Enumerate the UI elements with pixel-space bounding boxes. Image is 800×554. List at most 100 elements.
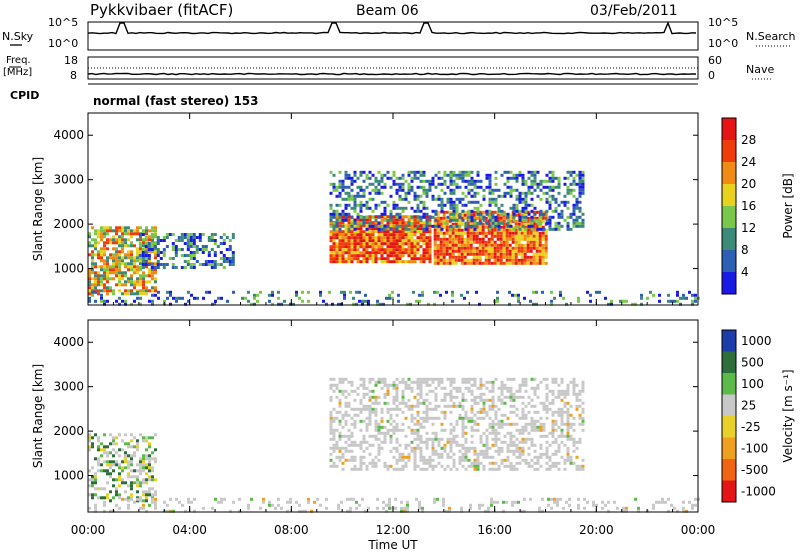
heatmap-cell xyxy=(159,251,163,254)
heatmap-cell xyxy=(506,416,510,420)
heatmap-cell xyxy=(421,290,424,294)
heatmap-cell xyxy=(512,173,516,177)
heatmap-cell xyxy=(494,170,498,174)
heatmap-cell xyxy=(118,472,121,476)
heatmap-cell xyxy=(250,302,253,306)
heatmap-cell xyxy=(460,222,464,226)
heatmap-cell xyxy=(479,437,483,441)
heatmap-cell xyxy=(460,506,463,510)
heatmap-cell xyxy=(88,283,91,287)
heatmap-cell xyxy=(494,215,498,219)
heatmap-cell xyxy=(464,194,468,198)
heatmap-cell xyxy=(407,224,411,228)
heatmap-cell xyxy=(413,224,417,228)
heatmap-cell xyxy=(401,182,405,186)
heatmap-cell xyxy=(151,229,154,233)
heatmap-cell xyxy=(380,239,384,243)
heatmap-cell xyxy=(521,401,525,405)
heatmap-cell xyxy=(253,293,256,297)
heatmap-cell xyxy=(502,237,506,241)
heatmap-cell xyxy=(335,185,339,189)
heatmap-cell xyxy=(371,257,375,261)
heatmap-cell xyxy=(271,290,274,294)
heatmap-cell xyxy=(481,213,485,217)
heatmap-cell xyxy=(371,215,375,219)
colorbar-segment xyxy=(722,250,736,273)
heatmap-cell xyxy=(115,268,118,272)
heatmap-cell xyxy=(469,246,473,250)
heatmap-cell xyxy=(488,227,492,231)
heatmap-cell xyxy=(91,283,94,287)
heatmap-cell xyxy=(470,428,474,432)
heatmap-cell xyxy=(526,237,530,241)
heatmap-cell xyxy=(433,261,437,265)
heatmap-cell xyxy=(380,407,384,411)
heatmap-cell xyxy=(439,258,443,262)
heatmap-cell xyxy=(532,261,536,265)
heatmap-cell xyxy=(109,472,112,476)
heatmap-cell xyxy=(449,224,453,228)
heatmap-cell xyxy=(184,302,187,306)
heatmap-cell xyxy=(673,506,676,510)
heatmap-cell xyxy=(428,455,432,459)
heatmap-cell xyxy=(487,509,490,513)
heatmap-cell xyxy=(156,242,160,245)
heatmap-cell xyxy=(454,213,458,217)
heatmap-cell xyxy=(359,245,363,249)
heatmap-cell xyxy=(446,464,450,468)
heatmap-cell xyxy=(335,410,339,414)
heatmap-cell xyxy=(133,232,136,236)
heatmap-cell xyxy=(386,242,390,246)
heatmap-cell xyxy=(502,228,506,232)
heatmap-cell xyxy=(419,218,423,222)
heatmap-cell xyxy=(380,380,384,384)
heatmap-cell xyxy=(335,248,339,252)
heatmap-cell xyxy=(419,467,423,471)
heatmap-cell xyxy=(106,232,109,236)
heatmap-cell xyxy=(195,251,199,254)
heatmap-cell xyxy=(500,398,504,402)
heatmap-cell xyxy=(484,225,488,229)
heatmap-cell xyxy=(395,398,399,402)
heatmap-cell xyxy=(521,407,525,411)
heatmap-cell xyxy=(502,240,506,244)
heatmap-cell xyxy=(451,222,455,226)
heatmap-cell xyxy=(148,280,151,284)
heatmap-cell xyxy=(479,461,483,465)
heatmap-cell xyxy=(467,191,471,195)
heatmap-cell xyxy=(361,497,364,501)
heatmap-cell xyxy=(416,428,420,432)
heatmap-cell xyxy=(506,443,510,447)
heatmap-cell xyxy=(533,443,537,447)
heatmap-cell xyxy=(383,260,387,264)
heatmap-cell xyxy=(350,416,354,420)
heatmap-cell xyxy=(494,218,498,222)
heatmap-cell xyxy=(362,455,366,459)
heatmap-cell xyxy=(359,215,363,219)
heatmap-cell xyxy=(94,277,97,281)
heatmap-cell xyxy=(365,428,369,432)
heatmap-cell xyxy=(451,290,454,294)
heatmap-cell xyxy=(428,230,432,234)
heatmap-cell xyxy=(410,407,414,411)
colorbar-segment xyxy=(722,162,736,185)
heatmap-cell xyxy=(383,233,387,237)
heatmap-cell xyxy=(347,248,351,252)
heatmap-cell xyxy=(172,296,175,300)
heatmap-cell xyxy=(121,439,124,443)
heatmap-cell xyxy=(461,431,465,435)
heatmap-cell xyxy=(344,260,348,264)
heatmap-cell xyxy=(431,197,435,201)
heatmap-cell xyxy=(446,404,450,408)
heatmap-cell xyxy=(214,497,217,501)
heatmap-cell xyxy=(466,246,470,250)
heatmap-cell xyxy=(566,206,570,210)
heatmap-cell xyxy=(359,428,363,432)
heatmap-cell xyxy=(419,401,423,405)
heatmap-cell xyxy=(535,302,538,306)
heatmap-cell xyxy=(521,191,525,195)
heatmap-cell xyxy=(458,443,462,447)
heatmap-cell xyxy=(145,490,148,494)
heatmap-cell xyxy=(535,243,539,247)
heatmap-cell xyxy=(350,194,354,198)
